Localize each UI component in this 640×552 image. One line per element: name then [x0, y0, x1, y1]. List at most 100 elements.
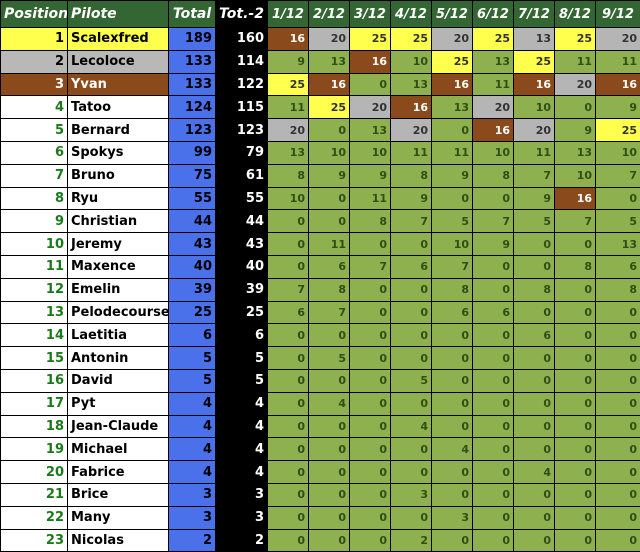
race-score-cell: 0 — [349, 346, 391, 370]
race-score-cell: 0 — [431, 323, 473, 348]
total-minus-two-cell: 4 — [215, 391, 268, 416]
race-score-cell: 7 — [513, 163, 555, 188]
total-cell: 75 — [168, 163, 216, 188]
pilot-name-cell: Bruno — [67, 163, 169, 188]
total-minus-two-cell: 160 — [215, 27, 268, 51]
race-score-cell: 0 — [554, 505, 596, 530]
race-score-cell: 0 — [595, 300, 640, 325]
race-score-cell: 25 — [554, 27, 596, 51]
race-score-cell: 16 — [431, 72, 473, 97]
position-cell: 1 — [0, 27, 68, 51]
race-score-cell: 25 — [513, 49, 555, 74]
race-score-cell: 0 — [513, 368, 555, 393]
header-race-5: 5/12 — [431, 0, 473, 28]
race-score-cell: 7 — [349, 254, 391, 279]
race-score-cell: 8 — [349, 209, 391, 234]
race-score-cell: 0 — [349, 460, 391, 484]
race-score-cell: 2 — [390, 528, 432, 552]
pilot-name-cell: Christian — [67, 209, 169, 234]
race-score-cell: 20 — [513, 118, 555, 142]
race-score-cell: 10 — [349, 140, 391, 165]
race-score-cell: 25 — [390, 27, 432, 51]
pilot-name-cell: Emelin — [67, 277, 169, 302]
race-score-cell: 0 — [595, 460, 640, 484]
header-race-1: 1/12 — [267, 0, 309, 28]
race-score-cell: 0 — [308, 323, 350, 348]
race-score-cell: 0 — [267, 346, 309, 370]
position-cell: 15 — [0, 346, 68, 370]
race-score-cell: 0 — [595, 414, 640, 439]
total-cell: 55 — [168, 186, 216, 211]
race-score-cell: 0 — [554, 277, 596, 302]
race-score-cell: 7 — [390, 209, 432, 234]
pilot-name-cell: Pelodecourse — [67, 300, 169, 325]
race-score-cell: 0 — [308, 528, 350, 552]
race-score-cell: 9 — [308, 163, 350, 188]
race-score-cell: 6 — [308, 254, 350, 279]
table-row: 3 Yvan 133 122 25 16 0 13 16 11 16 20 16 — [0, 72, 640, 97]
race-score-cell: 11 — [308, 232, 350, 256]
race-score-cell: 8 — [595, 277, 640, 302]
table-row: 4 Tatoo 124 115 11 25 20 16 13 20 10 0 9 — [0, 95, 640, 120]
table-row: 14 Laetitia 6 6 0 0 0 0 0 0 6 0 0 — [0, 323, 640, 348]
race-score-cell: 8 — [513, 277, 555, 302]
race-score-cell: 8 — [472, 163, 514, 188]
total-cell: 3 — [168, 482, 216, 507]
total-cell: 189 — [168, 27, 216, 51]
table-row: 10 Jeremy 43 43 0 11 0 0 10 9 0 0 13 — [0, 232, 640, 256]
header-race-8: 8/12 — [554, 0, 596, 28]
race-score-cell: 0 — [554, 437, 596, 462]
race-score-cell: 0 — [267, 437, 309, 462]
race-score-cell: 0 — [431, 186, 473, 211]
table-row: 18 Jean-Claude 4 4 0 0 0 4 0 0 0 0 0 — [0, 414, 640, 439]
race-score-cell: 0 — [349, 414, 391, 439]
total-cell: 40 — [168, 254, 216, 279]
race-score-cell: 16 — [390, 95, 432, 120]
table-row: 1 Scalexfred 189 160 16 20 25 25 20 25 13 25 20 — [0, 27, 640, 51]
race-score-cell: 0 — [431, 346, 473, 370]
race-score-cell: 5 — [308, 346, 350, 370]
pilot-name-cell: Fabrice — [67, 460, 169, 484]
race-score-cell: 0 — [595, 346, 640, 370]
race-score-cell: 0 — [267, 391, 309, 416]
race-score-cell: 0 — [390, 232, 432, 256]
header-race-3: 3/12 — [349, 0, 391, 28]
race-score-cell: 3 — [431, 505, 473, 530]
total-minus-two-cell: 25 — [215, 300, 268, 325]
header-race-2: 2/12 — [308, 0, 350, 28]
race-score-cell: 0 — [308, 460, 350, 484]
position-cell: 18 — [0, 414, 68, 439]
race-score-cell: 4 — [390, 414, 432, 439]
race-score-cell: 0 — [431, 414, 473, 439]
total-cell: 4 — [168, 391, 216, 416]
race-score-cell: 4 — [308, 391, 350, 416]
table-row: 16 David 5 5 0 0 0 5 0 0 0 0 0 — [0, 368, 640, 393]
race-score-cell: 0 — [390, 300, 432, 325]
race-score-cell: 10 — [267, 186, 309, 211]
race-score-cell: 0 — [431, 528, 473, 552]
race-score-cell: 20 — [390, 118, 432, 142]
pilot-name-cell: David — [67, 368, 169, 393]
race-score-cell: 16 — [595, 72, 640, 97]
race-score-cell: 0 — [308, 505, 350, 530]
race-score-cell: 0 — [267, 368, 309, 393]
race-score-cell: 0 — [472, 277, 514, 302]
position-cell: 9 — [0, 209, 68, 234]
race-score-cell: 0 — [390, 323, 432, 348]
race-score-cell: 7 — [308, 300, 350, 325]
race-score-cell: 20 — [595, 27, 640, 51]
race-score-cell: 13 — [472, 49, 514, 74]
race-score-cell: 5 — [431, 209, 473, 234]
pilot-name-cell: Antonin — [67, 346, 169, 370]
race-score-cell: 5 — [513, 209, 555, 234]
race-score-cell: 0 — [390, 391, 432, 416]
position-cell: 21 — [0, 482, 68, 507]
race-score-cell: 0 — [267, 254, 309, 279]
pilot-name-cell: Spokys — [67, 140, 169, 165]
total-minus-two-cell: 43 — [215, 232, 268, 256]
race-score-cell: 0 — [554, 300, 596, 325]
table-row: 21 Brice 3 3 0 0 0 3 0 0 0 0 0 — [0, 482, 640, 507]
race-score-cell: 4 — [431, 437, 473, 462]
race-score-cell: 5 — [595, 209, 640, 234]
race-score-cell: 0 — [595, 368, 640, 393]
